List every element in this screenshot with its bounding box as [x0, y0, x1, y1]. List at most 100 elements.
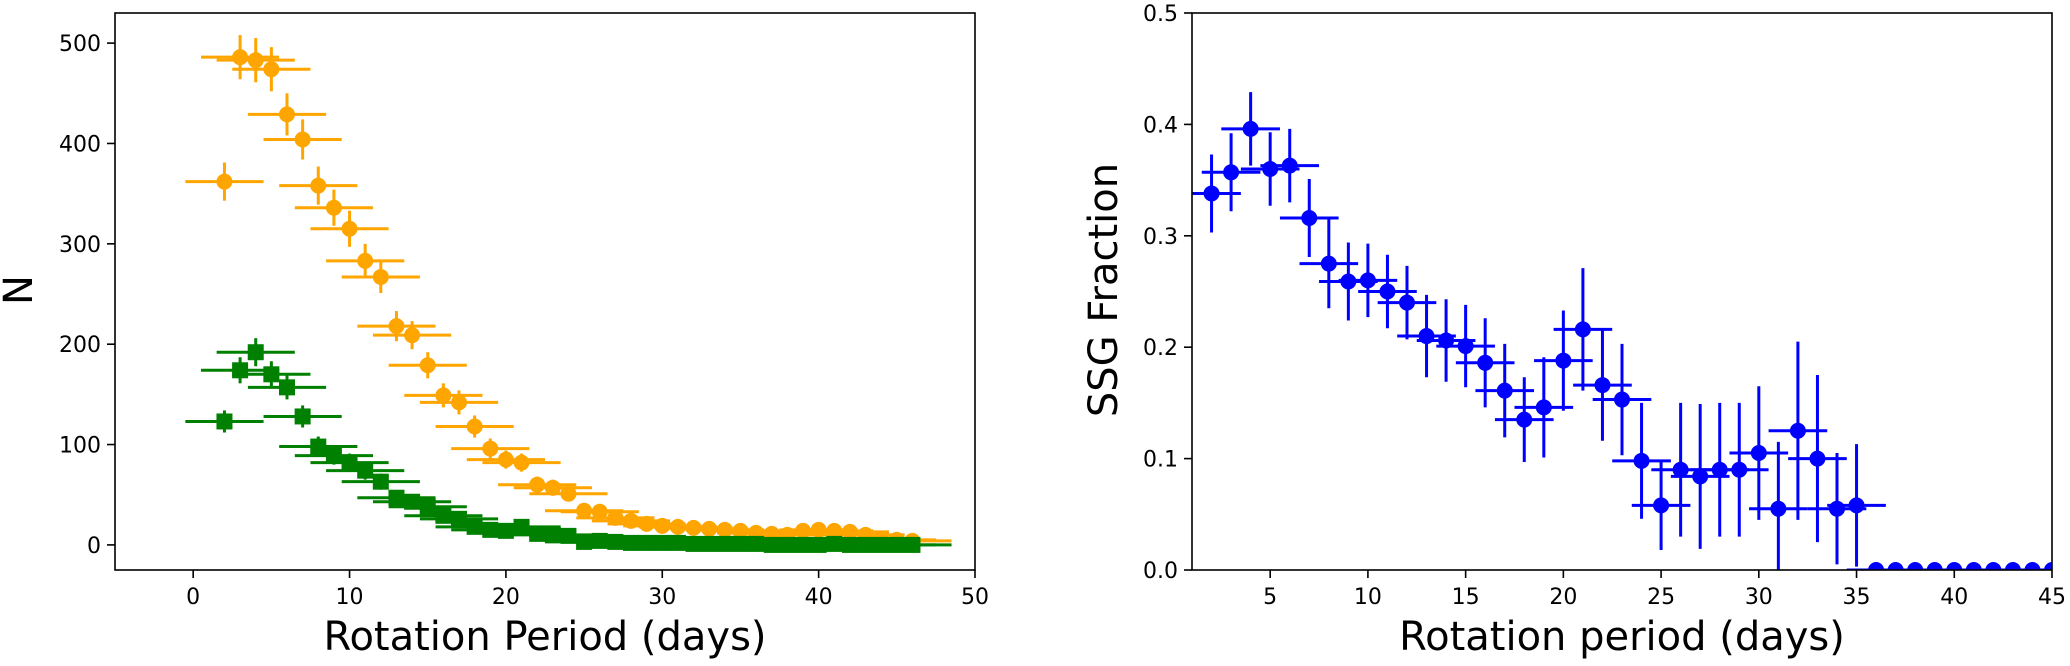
axes-frame: [114, 12, 976, 571]
data-marks: [1192, 92, 2052, 570]
data-point: [1887, 562, 1904, 570]
series-2: [185, 338, 952, 553]
data-point: [560, 485, 577, 502]
data-point: [1399, 294, 1415, 311]
data-point: [1594, 377, 1611, 394]
data-point: [1457, 338, 1474, 355]
data-point: [419, 498, 436, 515]
data-point: [497, 522, 514, 539]
data-point: [357, 462, 374, 479]
data-point: [357, 252, 374, 269]
x-tick-label: 20: [1549, 585, 1577, 610]
y-tick-label: 500: [59, 32, 101, 57]
y-tick-label: 0: [87, 534, 101, 559]
data-point: [279, 379, 295, 396]
series-1: [1192, 92, 2052, 570]
data-point: [1907, 562, 1924, 570]
data-point: [1535, 399, 1552, 416]
data-point: [1926, 562, 1943, 570]
data-point: [1789, 422, 1806, 439]
data-point: [310, 438, 327, 455]
y-tick-label: 300: [59, 233, 101, 258]
data-point: [1868, 562, 1885, 570]
data-point: [1555, 352, 1572, 369]
axes-frame: [1191, 12, 2053, 571]
data-point: [482, 440, 499, 457]
data-point: [1672, 461, 1689, 478]
data-point: [263, 366, 280, 383]
data-point: [466, 418, 483, 435]
data-point: [263, 61, 280, 78]
data-point: [232, 49, 249, 66]
x-tick-label: 5: [1263, 585, 1277, 610]
data-point: [1301, 209, 1318, 226]
data-point: [1633, 452, 1650, 469]
data-point: [904, 536, 921, 553]
x-tick-label: 0: [186, 585, 200, 610]
data-point: [2004, 562, 2021, 570]
y-tick-label: 200: [59, 333, 101, 358]
data-point: [216, 173, 233, 190]
x-axis-label: Rotation period (days): [1399, 614, 1845, 660]
data-point: [1281, 157, 1298, 174]
data-point: [372, 268, 389, 285]
data-point: [1379, 283, 1396, 300]
x-tick-label: 35: [1843, 585, 1871, 610]
data-point: [1614, 391, 1630, 408]
data-point: [404, 327, 421, 344]
x-tick-label: 40: [805, 585, 833, 610]
data-point: [1262, 160, 1279, 177]
data-point: [247, 52, 264, 69]
data-point: [1750, 445, 1767, 462]
data-point: [1653, 497, 1670, 514]
data-point: [1829, 500, 1845, 517]
data-point: [294, 408, 311, 425]
data-point: [1692, 468, 1709, 485]
data-point: [1438, 332, 1455, 349]
data-point: [591, 503, 608, 520]
data-point: [1848, 497, 1865, 514]
data-point: [247, 344, 264, 361]
data-point: [310, 177, 327, 194]
y-tick-label: 400: [59, 132, 101, 157]
x-tick-label: 20: [492, 585, 520, 610]
data-point: [497, 451, 514, 468]
y-tick-label: 0.4: [1143, 113, 1178, 138]
series-1: [185, 35, 952, 549]
data-point: [1477, 354, 1494, 371]
x-tick-label: 45: [2038, 585, 2066, 610]
data-point: [372, 473, 389, 490]
data-point: [388, 318, 405, 335]
data-point: [1946, 562, 1963, 570]
data-point: [341, 220, 358, 237]
data-point: [435, 507, 452, 524]
data-point: [419, 357, 436, 374]
data-point: [1574, 321, 1591, 338]
y-tick-label: 0.0: [1143, 559, 1178, 584]
y-axis-label: N: [0, 275, 42, 305]
y-tick-label: 0.1: [1143, 448, 1178, 473]
data-point: [1516, 411, 1533, 428]
y-axis-label: SSG Fraction: [1081, 163, 1127, 417]
data-point: [466, 518, 483, 535]
data-point: [325, 447, 342, 464]
y-tick-label: 0.3: [1143, 225, 1178, 250]
data-point: [435, 387, 452, 404]
x-tick-label: 25: [1647, 585, 1675, 610]
data-point: [2024, 562, 2041, 570]
data-point: [1770, 500, 1787, 517]
data-point: [216, 413, 233, 430]
data-point: [2044, 562, 2052, 570]
data-point: [1965, 562, 1982, 570]
x-tick-label: 10: [1354, 585, 1382, 610]
data-point: [1223, 164, 1240, 181]
x-axis-label: Rotation Period (days): [323, 614, 766, 660]
y-tick-label: 100: [59, 434, 101, 459]
data-point: [341, 454, 358, 471]
data-point: [388, 489, 405, 506]
data-point: [529, 476, 546, 493]
x-tick-label: 40: [1940, 585, 1968, 610]
x-tick-label: 30: [1745, 585, 1773, 610]
data-marks: [185, 35, 952, 553]
